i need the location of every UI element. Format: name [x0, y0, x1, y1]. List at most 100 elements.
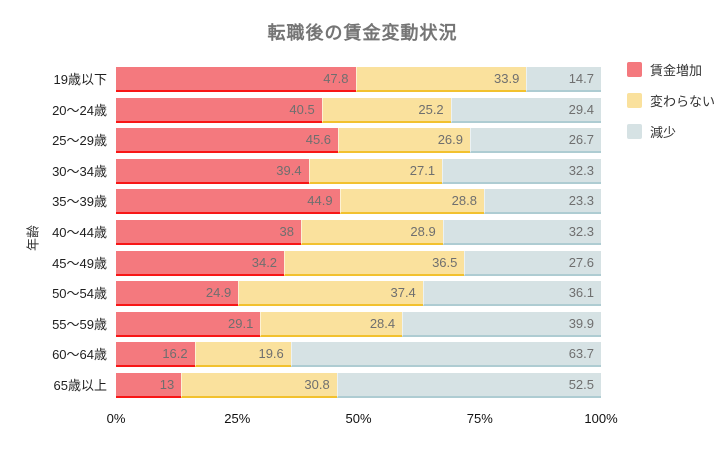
- segment-value: 37.4: [390, 285, 416, 301]
- bar-segment-no-change[interactable]: 28.8: [339, 189, 484, 215]
- bar-segment-decrease[interactable]: 36.1: [422, 281, 601, 307]
- segment-value: 39.4: [276, 162, 302, 178]
- segment-value: 28.4: [369, 315, 396, 331]
- segment-value: 39.9: [568, 315, 594, 331]
- segment-value: 25.2: [418, 101, 444, 117]
- segment-value: 23.3: [568, 193, 594, 209]
- bar-segment-no-change[interactable]: 28.4: [260, 311, 403, 337]
- x-tick: 0%: [106, 411, 126, 426]
- chart-title: 転職後の賃金変動状況: [267, 23, 458, 43]
- segment-value: 26.9: [437, 132, 463, 148]
- segment-value: 32.3: [568, 162, 594, 178]
- category-label: 55〜59歳: [52, 316, 107, 332]
- bar-segment-wage-increase[interactable]: 24.9: [116, 281, 239, 307]
- segment-value: 29.1: [228, 315, 254, 331]
- category-label: 20〜24歳: [52, 102, 107, 118]
- chart-row: 40〜44歳 38 28.9 32.3: [0, 219, 601, 251]
- category-label: 50〜54歳: [52, 286, 107, 302]
- category-label: 65歳以上: [53, 377, 107, 393]
- stacked-bar: 45.6 26.9 26.7: [116, 128, 601, 154]
- segment-value: 52.5: [568, 376, 594, 392]
- bar-rows: 19歳以下 47.8 33.9 14.7 20〜24歳 40.5 25.2 29.4 25〜29…: [0, 67, 602, 404]
- x-axis: 0% 25% 50% 75% 100%: [107, 411, 618, 429]
- legend: 賃金増加変わらない減少: [627, 60, 715, 141]
- stacked-bar: 34.2 36.5 27.6: [116, 250, 601, 276]
- bar-segment-wage-increase[interactable]: 47.8: [116, 67, 356, 92]
- bar-segment-no-change[interactable]: 36.5: [284, 250, 465, 276]
- stacked-bar: 47.8 33.9 14.7: [116, 67, 602, 92]
- bar-segment-decrease[interactable]: 63.7: [290, 342, 601, 368]
- bar-segment-decrease[interactable]: 32.3: [442, 219, 601, 245]
- chart-row: 35〜39歳 44.9 28.8 23.3: [0, 189, 601, 220]
- legend-label: 変わらない: [650, 94, 716, 109]
- bar-segment-no-change[interactable]: 33.9: [355, 67, 527, 92]
- legend-swatch-decrease: [627, 124, 642, 139]
- bar-segment-wage-increase[interactable]: 45.6: [116, 128, 339, 154]
- bar-segment-no-change[interactable]: 27.1: [308, 158, 443, 184]
- chart-row: 55〜59歳 29.1 28.4 39.9: [0, 311, 601, 343]
- bar-segment-wage-increase[interactable]: 13: [116, 372, 182, 398]
- legend-label: 減少: [650, 125, 677, 140]
- bar-segment-no-change[interactable]: 25.2: [321, 97, 451, 123]
- bar-segment-wage-increase[interactable]: 39.4: [116, 158, 309, 184]
- bar-segment-no-change[interactable]: 26.9: [338, 128, 470, 154]
- bar-segment-decrease[interactable]: 29.4: [450, 97, 601, 123]
- segment-value: 24.9: [205, 285, 232, 301]
- category-label: 19歳以下: [53, 72, 107, 87]
- segment-value: 45.6: [305, 132, 332, 148]
- legend-swatch-wage-increase: [627, 62, 642, 77]
- x-tick: 25%: [224, 411, 251, 426]
- stacked-bar: 39.4 27.1 32.3: [116, 158, 601, 184]
- segment-value: 28.9: [410, 223, 436, 239]
- legend-item-wage-increase[interactable]: 賃金増加: [627, 60, 715, 79]
- bar-segment-no-change[interactable]: 28.9: [301, 219, 443, 245]
- category-label: 60〜64歳: [52, 347, 107, 363]
- segment-value: 16.2: [162, 346, 188, 362]
- bar-segment-no-change[interactable]: 37.4: [238, 281, 423, 307]
- segment-value: 40.5: [289, 101, 315, 117]
- legend-item-no-change[interactable]: 変わらない: [627, 91, 715, 110]
- segment-value: 27.6: [568, 254, 594, 270]
- legend-label: 賃金増加: [650, 63, 703, 78]
- legend-swatch-no-change: [627, 93, 642, 108]
- segment-value: 32.3: [568, 223, 594, 239]
- segment-value: 29.4: [568, 101, 594, 117]
- stacked-bar: 38 28.9 32.3: [116, 219, 601, 245]
- segment-value: 27.1: [409, 162, 436, 178]
- bar-segment-decrease[interactable]: 27.6: [464, 250, 601, 276]
- legend-item-decrease[interactable]: 減少: [627, 122, 715, 141]
- bar-segment-wage-increase[interactable]: 29.1: [116, 311, 261, 337]
- x-tick: 75%: [466, 411, 493, 426]
- stacked-bar: 40.5 25.2 29.4: [116, 97, 601, 123]
- bar-segment-decrease[interactable]: 52.5: [336, 372, 601, 398]
- bar-segment-no-change[interactable]: 30.8: [181, 372, 337, 398]
- bar-segment-wage-increase[interactable]: 16.2: [116, 342, 195, 368]
- stacked-bar: 24.9 37.4 36.1: [116, 281, 601, 307]
- stacked-bar: 13 30.8 52.5: [116, 372, 601, 398]
- bar-segment-no-change[interactable]: 19.6: [194, 342, 291, 368]
- bar-segment-wage-increase[interactable]: 38: [116, 219, 302, 245]
- chart-row: 65歳以上 13 30.8 52.5: [0, 372, 601, 404]
- chart-row: 50〜54歳 24.9 37.4 36.1: [0, 281, 601, 312]
- category-label: 30〜34歳: [52, 163, 107, 179]
- bar-segment-wage-increase[interactable]: 44.9: [116, 189, 340, 215]
- segment-value: 38: [279, 223, 295, 239]
- bar-segment-decrease[interactable]: 32.3: [442, 158, 601, 184]
- segment-value: 28.8: [451, 193, 477, 209]
- chart-row: 19歳以下 47.8 33.9 14.7: [0, 67, 602, 98]
- bar-segment-decrease[interactable]: 39.9: [402, 311, 601, 337]
- bar-segment-decrease[interactable]: 14.7: [526, 67, 602, 92]
- segment-value: 33.9: [494, 71, 520, 86]
- chart-row: 60〜64歳 16.2 19.6 63.7: [0, 342, 601, 373]
- segment-value: 47.8: [323, 71, 349, 86]
- category-label: 40〜44歳: [52, 224, 107, 240]
- x-tick: 100%: [584, 411, 618, 426]
- bar-segment-wage-increase[interactable]: 40.5: [116, 97, 322, 123]
- bar-segment-decrease[interactable]: 23.3: [483, 189, 601, 215]
- x-tick: 50%: [345, 411, 372, 426]
- stacked-bar: 29.1 28.4 39.9: [116, 311, 601, 337]
- segment-value: 36.1: [568, 285, 594, 301]
- bar-segment-decrease[interactable]: 26.7: [470, 128, 601, 154]
- bar-segment-wage-increase[interactable]: 34.2: [116, 250, 285, 276]
